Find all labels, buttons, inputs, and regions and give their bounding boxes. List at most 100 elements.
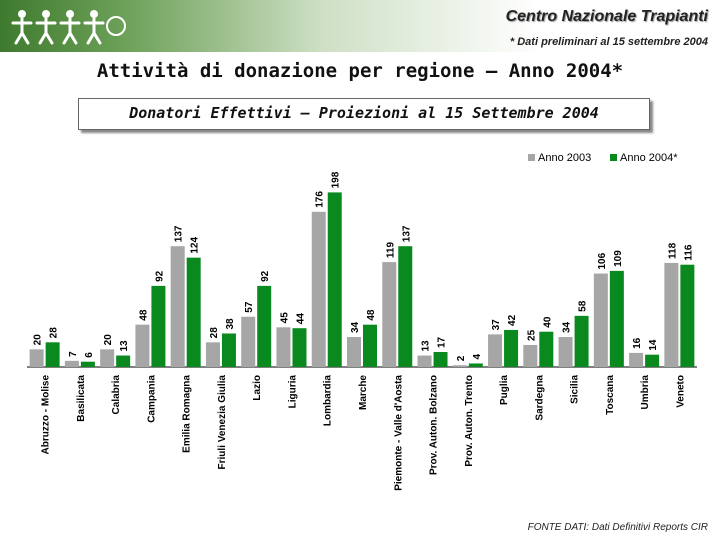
data-label-2003-8: 45	[279, 312, 290, 324]
bar-2004-4	[151, 285, 166, 367]
bar-2004-13	[468, 363, 483, 367]
category-label-10: Marche	[358, 375, 369, 410]
header-band	[0, 0, 720, 52]
bar-2003-10	[347, 337, 361, 367]
bar-2004-12	[433, 352, 448, 367]
bar-2003-16	[558, 337, 573, 367]
bar-2004-11	[398, 246, 413, 367]
data-label-2004-8: 44	[295, 313, 306, 325]
data-label-2003-7: 57	[244, 301, 255, 313]
bar-2003-14	[488, 334, 503, 367]
bar-2004-17	[609, 270, 624, 367]
category-label-18: Umbria	[640, 375, 651, 410]
bar-2004-10	[363, 324, 377, 367]
legend-label-2: Anno 2004*	[620, 152, 678, 164]
chart-title-box: Donatori Effettivi – Proiezioni al 15 Se…	[78, 98, 650, 130]
category-label-6: Friuli Venezia Giulia	[217, 375, 228, 470]
data-label-2003-4: 48	[138, 309, 149, 321]
data-label-2003-2: 7	[68, 351, 79, 357]
bar-2003-6	[205, 342, 220, 367]
bar-2003-18	[629, 352, 644, 367]
bar-2003-9	[311, 211, 326, 367]
bar-chart: Anno 2003 Anno 2004* 20 28 Abruzzo - Molise 7…	[27, 152, 697, 491]
data-label-2004-9: 198	[331, 171, 342, 188]
data-label-2004-3: 13	[119, 340, 130, 352]
data-label-2003-14: 37	[491, 319, 502, 331]
bar-2003-8	[276, 327, 291, 367]
bar-2004-15	[539, 331, 554, 367]
bar-2004-1	[45, 342, 60, 367]
bar-2003-11	[382, 262, 397, 367]
category-label-15: Sardegna	[534, 375, 545, 421]
data-label-2004-6: 38	[225, 318, 236, 330]
bar-2004-18	[645, 354, 660, 367]
logo-figures	[11, 10, 126, 45]
bar-2003-19	[664, 262, 679, 367]
bar-2004-2	[80, 361, 95, 367]
data-label-2004-10: 48	[366, 309, 377, 321]
data-label-2003-5: 137	[174, 225, 185, 242]
data-label-2003-16: 34	[562, 321, 573, 333]
data-label-2003-15: 25	[526, 329, 537, 341]
bar-2003-4	[135, 324, 150, 367]
category-label-4: Campania	[146, 375, 157, 423]
category-label-3: Calabria	[111, 375, 122, 415]
chart-title: Donatori Effettivi – Proiezioni al 15 Se…	[129, 104, 599, 122]
data-label-2003-1: 20	[33, 334, 44, 346]
data-label-2004-15: 40	[542, 316, 553, 328]
data-label-2003-9: 176	[315, 191, 326, 208]
bar-2004-3	[116, 355, 131, 367]
data-label-2004-17: 109	[613, 250, 624, 267]
data-label-2004-19: 116	[683, 244, 694, 261]
bar-2003-12	[417, 355, 432, 367]
category-label-17: Toscana	[605, 375, 616, 415]
bar-2003-5	[170, 246, 185, 367]
data-label-2004-16: 58	[578, 300, 589, 312]
bar-2003-13	[452, 365, 467, 367]
category-label-8: Liguria	[287, 375, 298, 409]
bar-2003-1	[29, 349, 44, 367]
category-label-13: Prov. Auton. Trento	[464, 375, 475, 467]
category-label-11: Piemonte - Valle d'Aosta	[393, 375, 404, 491]
bar-2004-7	[257, 285, 272, 367]
category-label-14: Puglia	[499, 375, 510, 405]
category-label-7: Lazio	[252, 375, 263, 401]
bar-2003-15	[523, 344, 538, 367]
data-label-2003-11: 119	[385, 241, 396, 258]
bar-2004-9	[327, 192, 342, 367]
data-label-2004-5: 124	[190, 237, 201, 254]
bar-2003-2	[64, 360, 79, 367]
bar-2004-16	[574, 315, 589, 367]
data-label-2004-13: 4	[472, 353, 483, 359]
data-label-2003-13: 2	[456, 355, 467, 361]
bar-2004-5	[186, 257, 201, 367]
category-label-12: Prov. Auton. Bolzano	[429, 375, 440, 475]
data-label-2004-2: 6	[84, 352, 95, 358]
legend-swatch-1	[528, 154, 535, 161]
bar-2004-14	[504, 329, 519, 367]
bar-2004-6	[221, 333, 236, 367]
category-label-16: Sicilia	[570, 375, 581, 404]
bar-2004-8	[292, 328, 307, 367]
category-label-9: Lombardia	[323, 375, 334, 427]
data-label-2004-11: 137	[401, 225, 412, 242]
data-label-2004-7: 92	[260, 270, 271, 282]
data-label-2003-10: 34	[350, 321, 361, 333]
category-label-5: Emilia Romagna	[182, 375, 193, 453]
preliminary-note: * Dati preliminari al 15 settembre 2004	[509, 36, 708, 48]
bar-2003-17	[593, 273, 608, 367]
data-label-2003-19: 118	[667, 242, 678, 259]
page-title: Attività di donazione per regione – Anno…	[96, 60, 624, 82]
bar-2003-7	[241, 316, 256, 367]
data-label-2004-12: 17	[437, 336, 448, 348]
category-label-19: Veneto	[675, 375, 686, 408]
data-label-2003-6: 28	[209, 327, 220, 339]
data-label-2004-1: 28	[49, 327, 60, 339]
data-label-2004-4: 92	[154, 270, 165, 282]
data-label-2004-18: 14	[648, 339, 659, 351]
legend-label-1: Anno 2003	[538, 152, 591, 164]
data-label-2003-12: 13	[421, 340, 432, 352]
category-label-1: Abruzzo - Molise	[41, 375, 52, 455]
bar-2004-19	[680, 264, 695, 367]
bar-2003-3	[100, 349, 115, 367]
